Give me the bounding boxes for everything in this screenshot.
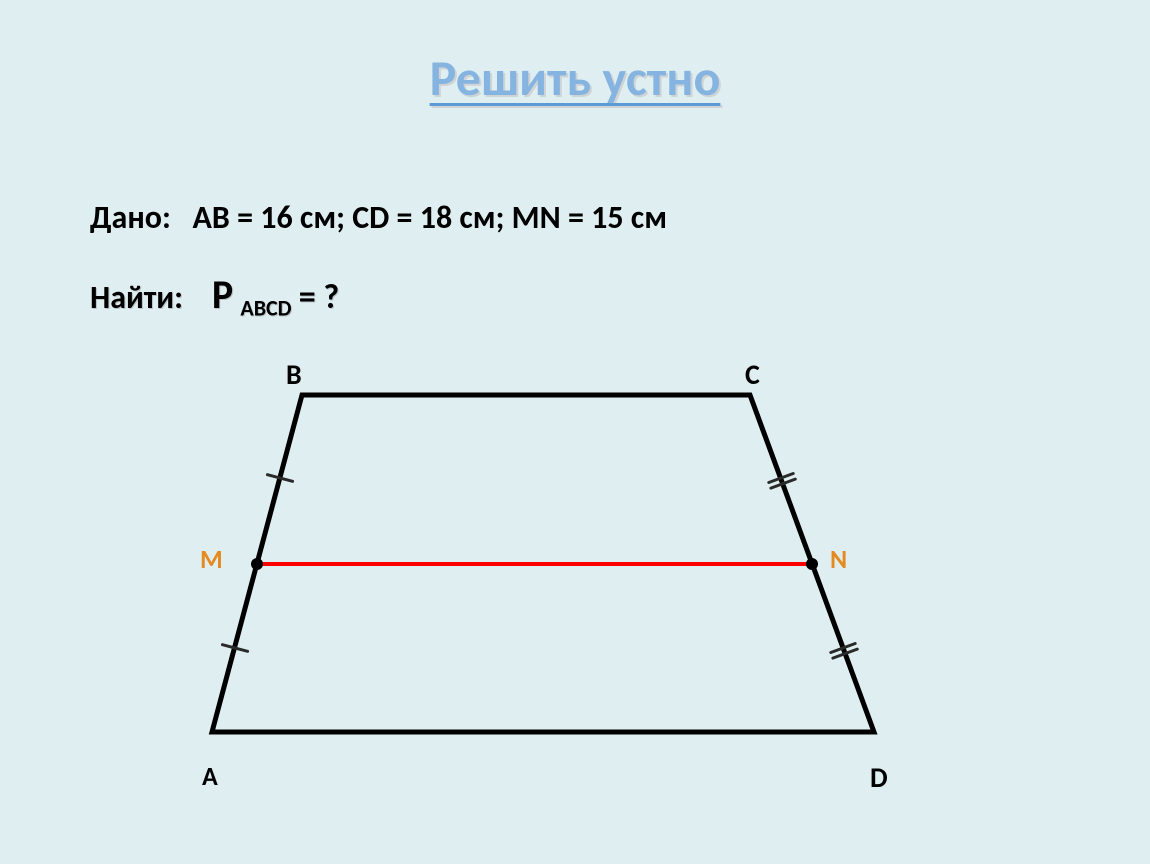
given-label: Дано: — [90, 198, 171, 237]
label-b: В — [286, 357, 302, 392]
slide-title: Решить устно — [0, 48, 1150, 109]
find-label: Найти: — [90, 278, 183, 317]
find-line: Найти: Р АВСD = ? — [90, 270, 339, 321]
given-text: АВ = 16 см; CD = 18 см; МN = 15 см — [193, 198, 668, 237]
label-a: А — [202, 760, 218, 792]
slide: Решить устно Дано: АВ = 16 см; CD = 18 с… — [0, 0, 1150, 864]
find-eq: = ? — [299, 277, 339, 318]
trapezoid-diagram: АВСDМN — [170, 365, 970, 785]
given-line: Дано: АВ = 16 см; CD = 18 см; МN = 15 см — [90, 198, 667, 237]
diagram-svg — [170, 365, 970, 785]
label-d: D — [870, 760, 888, 795]
point-n — [806, 558, 818, 570]
find-sub: АВСD — [240, 294, 291, 321]
point-m — [251, 558, 263, 570]
find-p: Р — [212, 270, 233, 319]
label-n: N — [830, 543, 847, 575]
label-c: С — [745, 357, 760, 392]
label-m: М — [200, 543, 223, 575]
